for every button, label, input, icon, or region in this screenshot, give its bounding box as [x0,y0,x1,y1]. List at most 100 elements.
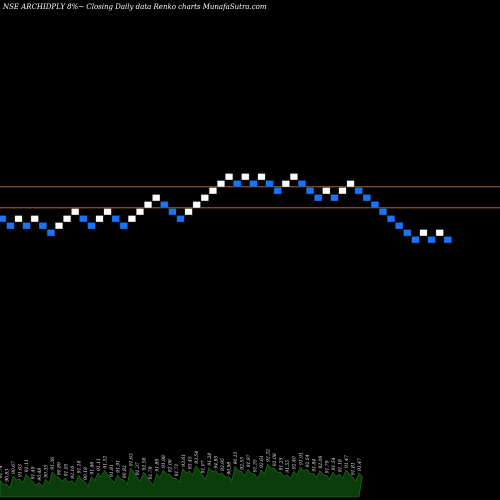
reference-lines [0,186,500,209]
chart-title: NSE ARCHIDPLY 8%~ Closing Daily data Ren… [2,3,267,11]
renko-brick-28 [216,180,225,188]
volume-label-30: 93.45 [187,456,193,469]
volume-panel [0,463,363,498]
renko-brick-32 [249,180,258,188]
volume-label-14: 90.18 [83,467,89,480]
volume-area [0,463,363,498]
renko-brick-15 [111,215,120,223]
volume-label-50: 92.06 [318,456,324,469]
volume-label-28: 91.71 [174,464,180,477]
volume-label-36: 90.98 [227,462,233,475]
renko-brick-53 [419,229,428,237]
volume-label-48: 92.54 [305,454,311,467]
renko-brick-44 [346,180,355,188]
volume-label-31: 93.54 [194,451,200,464]
renko-brick-55 [435,229,444,237]
volume-label-23: 92.58 [142,457,148,470]
volume-label-51: 91.79 [324,460,330,473]
volume-label-13: 91.18 [76,460,82,473]
volume-label-11: 91.05 [63,463,69,476]
volume-label-44: 91.25 [279,457,285,470]
renko-brick-14 [103,208,112,216]
volume-label-52: 91.54 [331,457,337,470]
volume-label-54: 91.47 [344,455,350,468]
volume-label-1: 91.74 [0,465,4,478]
volume-label-20: 90.82 [122,465,128,478]
renko-brick-16 [119,222,128,230]
volume-label-34: 94.95 [213,456,219,469]
volume-label-22: 91.37 [135,462,141,475]
renko-brick-33 [257,173,266,181]
renko-brick-3 [14,215,23,223]
renko-brick-23 [176,215,185,223]
volume-label-18: 91.81 [109,464,115,477]
volume-label-27: 92.06 [168,459,174,472]
renko-brick-49 [387,215,396,223]
renko-brick-30 [233,180,242,188]
renko-brick-29 [225,173,234,181]
renko-brick-1 [0,215,7,223]
renko-brick-34 [265,180,274,188]
renko-brick-4 [22,222,31,230]
renko-brick-36 [281,180,290,188]
renko-brick-18 [135,208,144,216]
renko-brick-6 [38,222,47,230]
volume-label-6: 91.49 [31,466,37,479]
volume-label-19: 91.91 [116,460,122,473]
volume-label-55: 91.81 [351,462,357,475]
renko-brick-17 [127,215,136,223]
renko-brick-52 [411,236,420,244]
renko-brick-19 [144,201,153,209]
volume-label-25: 91.89 [155,459,161,472]
volume-label-47: 91.91 [298,452,304,465]
volume-label-46: 92.40 [292,456,298,469]
volume-label-53: 91.18 [337,459,343,472]
renko-brick-35 [273,187,282,195]
renko-brick-50 [395,222,404,230]
renko-brick-12 [87,222,96,230]
renko-brick-37 [289,173,298,181]
volume-label-37: 90.15 [233,451,239,464]
renko-brick-27 [208,187,217,195]
renko-brick-8 [55,222,64,230]
renko-brick-40 [314,194,323,202]
volume-label-26: 91.98 [161,455,167,468]
renko-brick-26 [200,194,209,202]
renko-brick-13 [95,215,104,223]
volume-label-3: 90.67 [11,461,17,474]
renko-brick-21 [160,201,169,209]
volume-label-9: 91.36 [50,457,56,470]
renko-bricks [0,173,452,244]
volume-label-10: 90.89 [57,462,63,475]
volume-label-32: 91.07 [200,460,206,473]
volume-label-12: 92.16 [70,466,76,479]
volume-label-8: 90.35 [44,465,50,478]
renko-brick-47 [370,201,379,209]
renko-brick-24 [184,208,193,216]
renko-brick-54 [427,236,436,244]
renko-brick-45 [354,187,363,195]
renko-brick-2 [6,222,15,230]
renko-brick-39 [306,187,315,195]
volume-label-15: 91.46 [89,462,95,475]
renko-brick-10 [71,208,80,216]
volume-label-33: 91.28 [207,453,213,466]
renko-brick-9 [63,215,72,223]
volume-label-7: 90.48 [37,468,43,481]
volume-label-24: 91.79 [148,466,154,479]
renko-brick-46 [362,194,371,202]
volume-label-39: 91.97 [246,454,252,467]
volume-label-29: 93.61 [181,454,187,467]
renko-brick-11 [79,215,88,223]
volume-label-35: 93.95 [220,458,226,471]
renko-brick-31 [241,173,250,181]
volume-label-42: 92.32 [266,449,272,462]
renko-brick-41 [322,187,331,195]
renko-brick-43 [338,187,347,195]
volume-label-40: 91.35 [253,459,259,472]
volume-label-17: 91.52 [102,456,108,469]
volume-label-43: 92.08 [272,453,278,466]
volume-label-38: 92.55 [240,457,246,470]
